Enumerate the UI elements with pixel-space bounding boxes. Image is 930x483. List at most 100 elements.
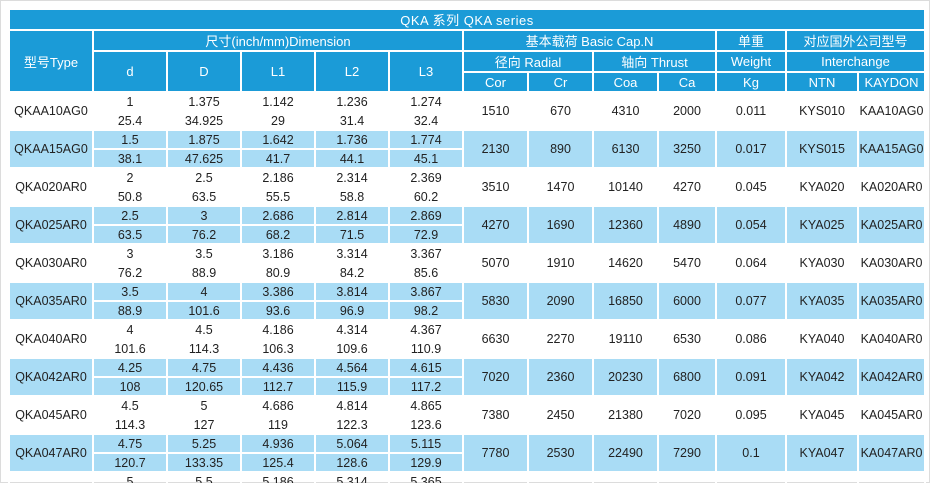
load-capacity-cell: 7780 — [462, 433, 529, 473]
dimension-inch-value: 4.936 — [262, 436, 294, 451]
load-capacity-cell: 4890 — [657, 205, 717, 245]
load-capacity-cell: 6630 — [462, 319, 529, 359]
dimension-mm-value: 85.6 — [390, 262, 462, 281]
dimension-mm-value: 32.4 — [390, 110, 462, 129]
dimension-mm-value: 29 — [242, 110, 314, 129]
table-row: QKAA10AG0 1 25.4 1.375 34.925 1.142 29 1.236 31.… — [8, 91, 927, 131]
dimension-cell: 2.369 60.2 — [388, 167, 464, 207]
dimension-inch-value: 4.314 — [336, 322, 368, 337]
load-capacity-cell: 7290 — [657, 433, 717, 473]
dimension-inch-value: 3.814 — [336, 284, 368, 299]
dimension-inch-value: 1.5 — [121, 132, 139, 147]
dimension-mm-value: 120.7 — [94, 452, 166, 471]
dimension-cell: 1.642 41.7 — [240, 129, 316, 169]
dimension-inch-value: 1.274 — [410, 94, 442, 109]
dimension-cell: 1.375 34.925 — [166, 91, 242, 131]
dimension-mm-value: 108 — [94, 376, 166, 395]
load-capacity-cell: 2360 — [527, 357, 594, 397]
load-capacity-cell: 2450 — [527, 395, 594, 435]
col-header-d: d — [92, 50, 168, 93]
dimension-inch-value: 5.314 — [336, 474, 368, 483]
dimension-mm-value: 129.9 — [390, 452, 462, 471]
dimension-inch-value: 3 — [126, 246, 134, 261]
weight-cell: 0.091 — [715, 357, 787, 397]
load-capacity-cell: 6130 — [592, 129, 659, 169]
ntn-cell: KYS010 — [785, 91, 859, 131]
dimension-cell: 2.686 68.2 — [240, 205, 316, 245]
col-header-L3: L3 — [388, 50, 464, 93]
col-header-D: D — [166, 50, 242, 93]
dimension-mm-value: 76.2 — [94, 262, 166, 281]
type-cell: QKA020AR0 — [8, 167, 94, 207]
dimension-mm-value: 96.9 — [316, 300, 388, 319]
dimension-mm-value: 120.65 — [168, 376, 240, 395]
dimension-mm-value: 110.9 — [390, 338, 462, 357]
type-cell: QKA040AR0 — [8, 319, 94, 359]
ntn-cell: KYA035 — [785, 281, 859, 321]
type-cell: QKA035AR0 — [8, 281, 94, 321]
dimension-inch-value: 2.686 — [262, 208, 294, 223]
dimension-cell: 3.867 98.2 — [388, 281, 464, 321]
kaydon-cell: KA050AR0 — [856, 471, 927, 483]
load-capacity-cell: 6000 — [657, 281, 717, 321]
weight-cell: 0.077 — [715, 281, 787, 321]
load-capacity-cell: 670 — [527, 91, 594, 131]
load-capacity-cell: 7020 — [462, 357, 529, 397]
dimension-mm-value: 55.5 — [242, 186, 314, 205]
type-cell: QKA045AR0 — [8, 395, 94, 435]
dimension-mm-value: 60.2 — [390, 186, 462, 205]
weight-cell: 0.086 — [715, 319, 787, 359]
dimension-inch-value: 1.142 — [262, 94, 294, 109]
dimension-cell: 5.365136.3 — [388, 471, 464, 483]
col-header-type: 型号Type — [8, 29, 94, 93]
dimension-cell: 1.774 45.1 — [388, 129, 464, 169]
load-capacity-cell: 22490 — [592, 433, 659, 473]
dimension-mm-value: 117.2 — [390, 376, 462, 395]
kaydon-cell: KA042AR0 — [856, 357, 927, 397]
weight-cell: 0.095 — [715, 395, 787, 435]
dimension-inch-value: 4 — [200, 284, 208, 299]
dimension-inch-value: 2 — [126, 170, 134, 185]
dimension-inch-value: 1 — [126, 94, 134, 109]
load-capacity-cell: 19110 — [592, 319, 659, 359]
load-capacity-cell: 8180 — [462, 471, 529, 483]
dimension-inch-value: 3.314 — [336, 246, 368, 261]
load-capacity-cell: 16850 — [592, 281, 659, 321]
ntn-cell: KYA030 — [785, 243, 859, 283]
dimension-inch-value: 4.25 — [117, 360, 143, 375]
kaydon-cell: KA045AR0 — [856, 395, 927, 435]
dimension-cell: 3.5 88.9 — [166, 243, 242, 283]
load-capacity-cell: 890 — [527, 129, 594, 169]
weight-cell: 0.1 — [715, 433, 787, 473]
dimension-cell: 4.5 114.3 — [92, 395, 168, 435]
dimension-inch-value: 2.314 — [336, 170, 368, 185]
col-group-dimension: 尺寸(inch/mm)Dimension — [92, 29, 464, 52]
dimension-mm-value: 114.3 — [94, 414, 166, 433]
dimension-inch-value: 5 — [200, 398, 208, 413]
dimension-mm-value: 84.2 — [316, 262, 388, 281]
type-cell: QKA050AR0 — [8, 471, 94, 483]
dimension-mm-value: 101.6 — [94, 338, 166, 357]
dimension-inch-value: 3.367 — [410, 246, 442, 261]
dimension-inch-value: 1.875 — [188, 132, 220, 147]
load-capacity-cell: 10140 — [592, 167, 659, 207]
kaydon-cell: KAA10AG0 — [856, 91, 927, 131]
col-group-weight-en: Weight — [715, 50, 787, 73]
col-group-thrust: 轴向 Thrust — [592, 50, 717, 73]
dimension-cell: 2.5 63.5 — [92, 205, 168, 245]
dimension-mm-value: 68.2 — [242, 224, 314, 243]
dimension-inch-value: 4.367 — [410, 322, 442, 337]
load-capacity-cell: 1910 — [527, 243, 594, 283]
dimension-cell: 4.314 109.6 — [314, 319, 390, 359]
ntn-cell: KYS015 — [785, 129, 859, 169]
dimension-cell: 3 76.2 — [92, 243, 168, 283]
dimension-inch-value: 4.5 — [195, 322, 213, 337]
load-capacity-cell: 20230 — [592, 357, 659, 397]
load-capacity-cell: 5470 — [657, 243, 717, 283]
table-row: QKA045AR0 4.5 114.3 5 127 4.686 119 4.814 122.3 4… — [8, 395, 927, 435]
dimension-mm-value: 115.9 — [316, 376, 388, 395]
load-capacity-cell: 3250 — [657, 129, 717, 169]
dimension-inch-value: 5.115 — [410, 436, 442, 451]
dimension-mm-value: 88.9 — [168, 262, 240, 281]
dimension-cell: 3.186 80.9 — [240, 243, 316, 283]
